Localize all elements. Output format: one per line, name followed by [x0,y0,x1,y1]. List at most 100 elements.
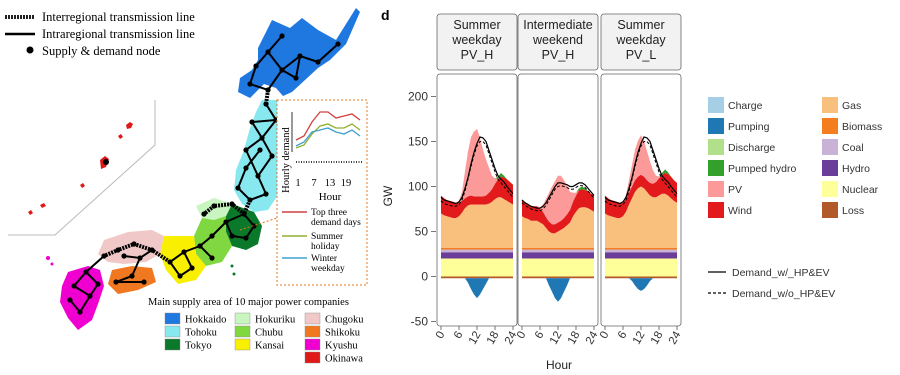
company-swatch [164,312,181,325]
legend-swatch [708,97,724,113]
company-swatch [234,325,251,338]
panel-letter: d [381,7,390,23]
y-tick-label: 50 [415,225,429,239]
legend-label: Nuclear [842,184,879,196]
area-pv [605,135,677,203]
demand-legend: Demand_w/_HP&EV Demand_w/o_HP&EV [708,267,835,300]
inset-xticks: 1 7 13 19 [295,178,351,189]
x-tick-label: 0 [598,330,612,342]
company-label: Kansai [255,341,284,352]
area-wind [605,173,677,218]
area-nuclear [522,258,594,277]
x-tick-label: 12 [631,330,648,347]
legend-label: Pumped hydro [728,163,796,175]
company-swatch [304,338,321,351]
area-pv [522,175,594,225]
area-coal [441,249,513,253]
map-line-legend: Interregional transmission line Intrareg… [5,10,195,58]
area-loss [441,276,513,279]
panel-strip [600,13,682,71]
legend-swatch [822,202,838,218]
x-tick-label: 6 [452,330,466,342]
demand-line-with-hp-ev [604,136,678,205]
legend-intraregional: Intraregional transmission line [42,27,195,41]
legend-swatch [708,139,724,155]
company-swatch [164,325,181,338]
panel-title-line: weekday [451,33,502,47]
panel-title-line: Summer [453,18,500,32]
y-tick-label: 100 [408,180,428,194]
demand-inset: Hourly demand 1 7 13 19 Hour Top three deman… [239,99,368,286]
panel-title-line: weekday [615,33,666,47]
node-swatch [26,46,34,54]
legend-node: Supply & demand node [42,44,161,58]
y-tick-label: 0 [421,270,428,284]
company-label: Shikoku [325,328,361,339]
x-tick-label: 12 [548,330,565,347]
supply-demand-nodes [67,33,341,315]
area-hydro [441,252,513,259]
company-swatch [234,312,251,325]
panel-title-line: PV_L [626,48,657,62]
legend-label: Pumping [728,121,770,133]
x-axis-label: Hour [546,358,572,372]
area-hydro [605,252,677,259]
supply-area-title: Main supply area of 10 major power compa… [148,297,349,308]
x-tick-label: 18 [566,330,583,347]
area-gas [441,197,513,248]
demand-line-without-hp-ev [604,141,678,207]
x-tick-label: 0 [434,330,448,342]
demand-legend-label: Demand_w/_HP&EV [732,267,829,279]
inset-legend-label: Top three demand days [311,208,361,228]
legend-label: Biomass [842,121,882,133]
legend-label: Gas [842,100,861,112]
company-label: Chugoku [325,315,364,326]
inset-xtick: 7 [311,178,316,189]
region-tokyo [226,204,262,250]
inset-ylabel: Hourly demand [281,126,292,192]
japan-map: Interregional transmission line Intrareg… [5,8,368,365]
area-biomass [522,247,594,250]
region-kyushu [60,266,104,330]
area-wind [441,176,513,218]
panel-title-line: Intermediate [523,18,593,32]
demand-line-without-hp-ev [521,185,595,212]
y-tick-label: 200 [408,90,428,104]
legend-swatch [822,160,838,176]
y-tick-label: 150 [408,135,428,149]
chart-legend: Charge Gas Pumping Biomass Discharge Coal Pump… [708,97,882,218]
inset-xtick: 13 [325,178,336,189]
legend-swatch [822,139,838,155]
inset-legend-label: Winter weekday [311,254,345,274]
area-biomass [441,247,513,250]
area-biomass [605,247,677,250]
demand-line-with-hp-ev [521,182,595,209]
company-label: Tokyo [185,341,212,352]
legend-label: Charge [728,100,763,112]
company-swatch [304,325,321,338]
legend-swatch [708,181,724,197]
y-tick-label: -50 [411,315,429,329]
x-tick-label: 6 [533,330,547,342]
legend-label: Loss [842,205,864,217]
company-label: Tohoku [185,328,218,339]
legend-swatch [822,97,838,113]
company-label: Okinawa [325,354,363,365]
panel-title-line: weekend [532,33,583,47]
legend-swatch [708,160,724,176]
area-loss [522,276,594,279]
legend-swatch [822,118,838,134]
panel-title-line: PV_H [542,48,575,62]
legend-label: Wind [728,205,752,217]
area-coal [605,249,677,253]
company-swatch [234,338,251,351]
legend-interregional: Interregional transmission line [42,10,195,24]
demand-line-without-hp-ev [440,141,514,207]
company-legend: Main supply area of 10 major power compa… [148,297,364,365]
